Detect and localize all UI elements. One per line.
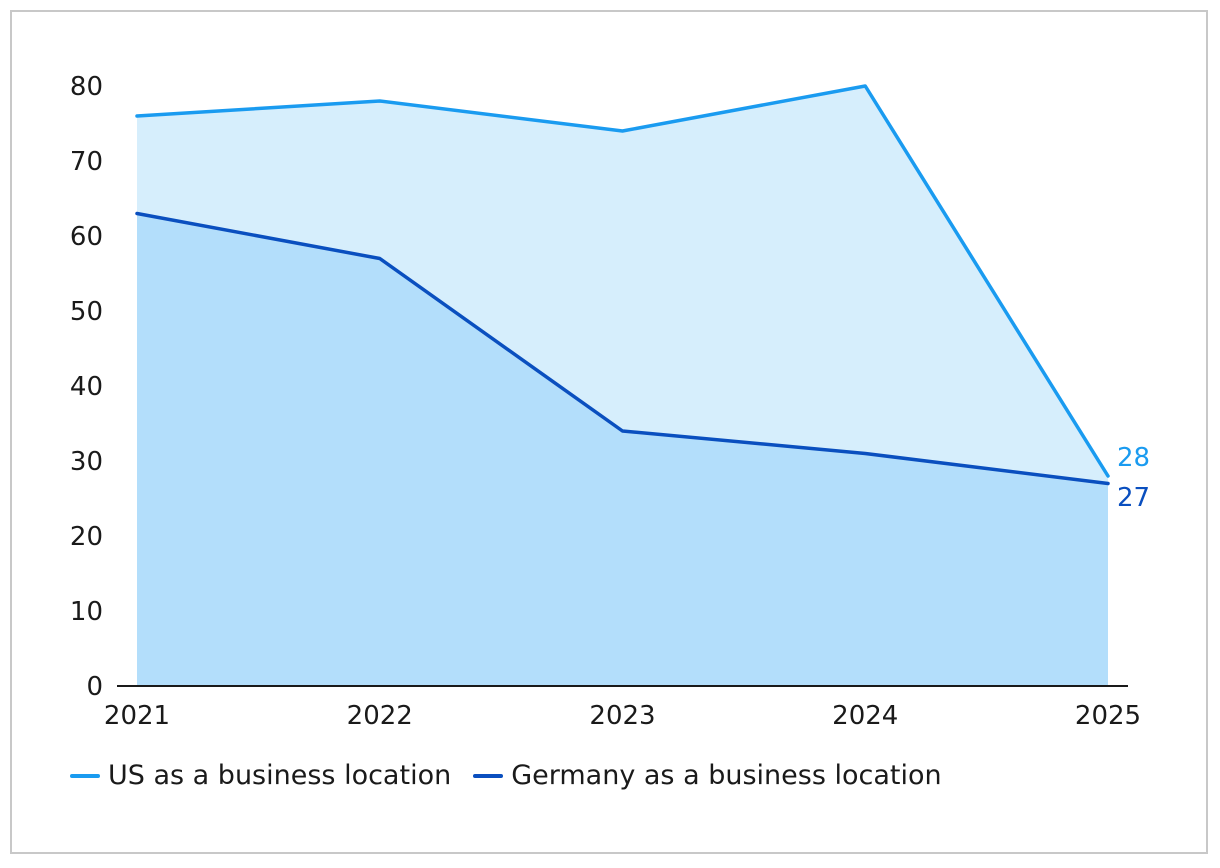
y-tick-label: 10 [70, 597, 103, 627]
series-line-us [135, 84, 1110, 478]
y-tick-label: 50 [70, 297, 103, 327]
end-label-germany: 27 [1117, 483, 1150, 513]
area-layer [137, 86, 1108, 686]
legend-label-us: US as a business location [108, 760, 452, 791]
x-tick-label: 2025 [1075, 701, 1141, 731]
y-tick-label: 0 [86, 672, 103, 702]
x-tick-label: 2022 [347, 701, 413, 731]
y-tick-label: 40 [70, 372, 103, 402]
y-tick-label: 20 [70, 522, 103, 552]
y-tick-label: 60 [70, 222, 103, 252]
x-axis-tick-labels: 2021 2022 2023 2024 2025 [104, 701, 1141, 731]
y-tick-label: 70 [70, 147, 103, 177]
y-axis-tick-labels: 0 10 20 30 40 50 60 70 80 [70, 72, 103, 702]
line-layer [135, 84, 1110, 486]
series-line-germany [135, 211, 1110, 486]
legend: US as a business location Germany as a b… [70, 760, 942, 791]
legend-label-germany: Germany as a business location [511, 760, 942, 791]
y-tick-label: 30 [70, 447, 103, 477]
legend-item-us: US as a business location [70, 760, 451, 791]
x-tick-label: 2024 [832, 701, 898, 731]
legend-swatch-germany [473, 773, 504, 778]
end-label-us: 28 [1117, 443, 1150, 473]
x-tick-label: 2023 [589, 701, 655, 731]
x-tick-label: 2021 [104, 701, 170, 731]
y-tick-label: 80 [70, 72, 103, 102]
legend-item-germany: Germany as a business location [473, 760, 942, 791]
legend-swatch-us [70, 773, 100, 778]
area-fill-germany [137, 213, 1108, 686]
